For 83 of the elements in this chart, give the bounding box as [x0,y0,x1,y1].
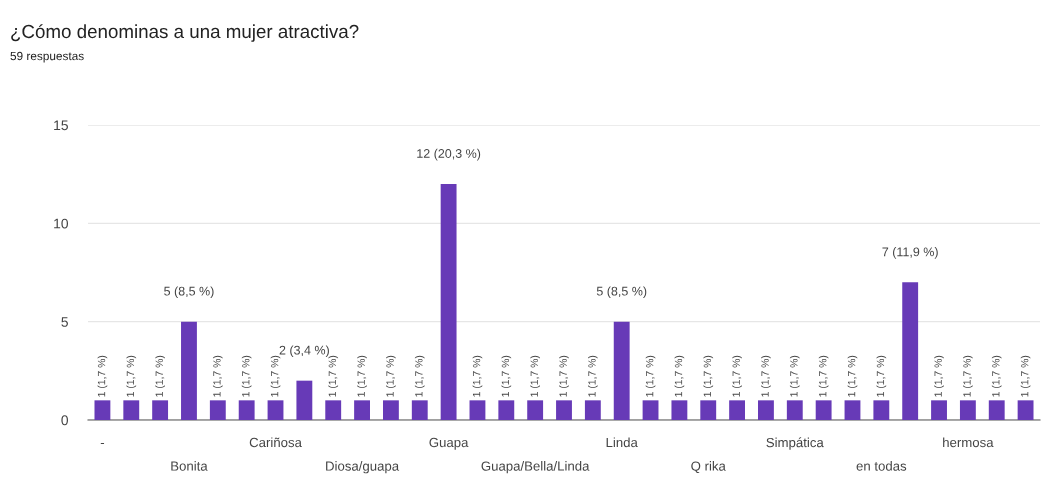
data-label: 1 (1,7 %) [674,355,685,397]
x-tick-label: en todas [856,461,907,471]
x-tick-label: Guapa [429,437,469,450]
data-label: 1 (1,7 %) [270,355,281,397]
bar [729,400,746,420]
bar [411,400,428,420]
x-tick-label: - [100,442,105,445]
bar [584,400,601,420]
data-label: 1 (1,7 %) [386,355,396,397]
bar [325,400,342,420]
data-label: 1 (1,7 %) [818,355,829,397]
x-tick-label: Cariñosa [249,437,302,448]
bar [382,400,399,420]
data-label: 12 (20,3 %) [417,148,481,161]
bar [123,400,140,420]
bar [440,184,457,420]
x-tick-label: Bonita [171,461,208,471]
data-label: 1 (1,7 %) [414,355,425,397]
data-label: 1 (1,7 %) [155,355,165,397]
data-label: 1 (1,7 %) [97,355,108,397]
data-label: 5 (8,5 %) [596,286,647,299]
data-label: 1 (1,7 %) [212,355,223,397]
bar [469,400,486,420]
data-label: 1 (1,7 %) [963,355,973,397]
bar [931,400,947,420]
data-label: 1 (1,7 %) [761,355,771,397]
bar [209,400,226,420]
y-tick-label: 0 [61,415,69,426]
data-label: 5 (8,5 %) [164,286,214,299]
x-tick-label: Guapa/Bella/Linda [481,461,590,474]
data-label: 1 (1,7 %) [357,355,367,397]
bar [94,400,111,420]
data-label: 1 (1,7 %) [1020,355,1031,397]
data-label: 1 (1,7 %) [991,355,1002,397]
data-label: 1 (1,7 %) [328,355,339,397]
y-tick-label: 15 [54,120,68,131]
data-label: 1 (1,7 %) [876,355,887,397]
data-label: 7 (11,9 %) [882,247,938,259]
bar [613,321,630,420]
bar [844,400,861,420]
bar [902,282,919,420]
bar [152,400,169,420]
data-label: 1 (1,7 %) [703,355,714,397]
chart-subtitle: 59 respuestas [10,51,84,63]
x-tick-label: Simpática [766,437,824,450]
bar [988,400,1005,420]
bar [296,380,313,420]
data-label: 2 (3,4 %) [279,345,329,358]
bar [267,400,284,420]
data-label: 1 (1,7 %) [789,355,800,397]
bar [642,400,659,420]
bar [498,400,515,420]
data-label: 1 (1,7 %) [530,355,540,397]
bar [671,400,688,420]
bar [527,400,544,420]
bar [1017,400,1034,420]
data-label: 1 (1,7 %) [472,355,483,397]
data-label: 1 (1,7 %) [847,355,858,397]
data-label: 1 (1,7 %) [126,355,137,397]
bar [700,400,717,420]
data-label: 1 (1,7 %) [645,355,656,397]
y-tick-label: 10 [54,218,69,229]
data-label: 1 (1,7 %) [501,355,512,397]
bar [815,400,832,420]
bar [238,400,255,420]
bar [873,400,890,420]
y-tick-label: 5 [61,317,68,327]
bar [354,400,370,420]
bar [556,400,572,420]
bar [181,321,197,420]
bar [959,400,976,420]
x-tick-label: Q rika [691,461,726,474]
x-tick-label: hermosa [943,437,994,448]
data-label: 1 (1,7 %) [732,355,742,397]
bar [758,400,774,420]
data-label: 1 (1,7 %) [587,355,598,397]
x-tick-label: Diosa/guapa [326,461,400,474]
data-label: 1 (1,7 %) [934,355,944,397]
data-label: 1 (1,7 %) [241,355,252,397]
data-label: 1 (1,7 %) [559,355,569,397]
x-tick-label: Linda [606,437,638,448]
bar [786,400,803,420]
chart-title: ¿Cómo denominas a una mujer atractiva? [11,24,359,42]
